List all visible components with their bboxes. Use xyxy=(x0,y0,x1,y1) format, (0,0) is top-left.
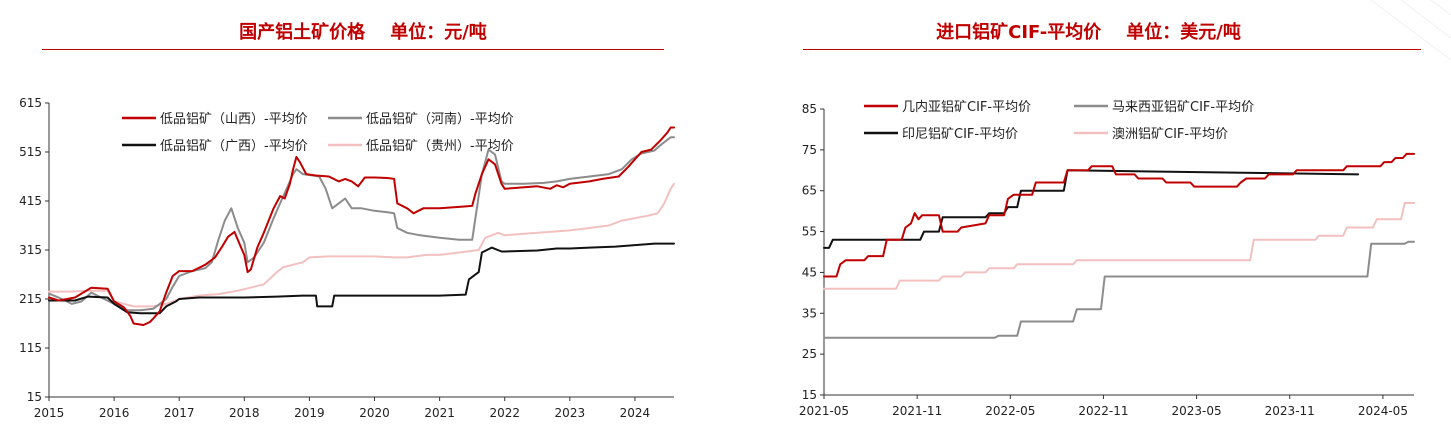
y-tick-label: 25 xyxy=(802,347,817,361)
y-tick-label: 85 xyxy=(802,102,817,116)
chart-panel-imported-bauxite: 进口铝矿CIF-平均价 单位：美元/吨 85 75 65 55 45 35 25 15 2021… xyxy=(726,0,1451,446)
legend-label: 低品铝矿（河南）-平均价 xyxy=(366,111,514,127)
decorative-corner-lines xyxy=(1370,0,1451,61)
legend-label: 澳洲铝矿CIF-平均价 xyxy=(1112,126,1228,142)
x-tick-label: 2022 xyxy=(489,406,520,420)
x-tick-label: 2022-05 xyxy=(985,404,1035,418)
y-tick-label: 615 xyxy=(19,96,42,110)
legend-label: 马来西亚铝矿CIF-平均价 xyxy=(1112,100,1254,115)
y-tick-label: 15 xyxy=(27,390,42,404)
legend-label: 低品铝矿（广西）-平均价 xyxy=(160,139,308,154)
legend-label: 印尼铝矿CIF-平均价 xyxy=(902,127,1018,142)
legend-label: 低品铝矿（山西）-平均价 xyxy=(160,112,308,127)
x-tick-label: 2017 xyxy=(164,406,195,420)
x-tick-label: 2021-05 xyxy=(799,404,849,418)
y-tick-label: 75 xyxy=(802,143,817,157)
y-tick-label: 55 xyxy=(802,225,817,239)
x-tick-label: 2016 xyxy=(99,406,130,420)
y-tick-label: 35 xyxy=(802,306,817,320)
x-tick-label: 2015 xyxy=(34,406,65,420)
x-tick-label: 2021-11 xyxy=(892,404,942,418)
x-tick-label: 2023-11 xyxy=(1265,404,1315,418)
x-tick-label: 2018 xyxy=(229,406,260,420)
chart-panel-domestic-bauxite: 国产铝土矿价格 单位：元/吨 615 515 415 315 215 115 15 2015 2… xyxy=(19,22,675,420)
series-line xyxy=(48,136,675,312)
y-tick-label: 515 xyxy=(19,145,42,159)
y-tick-label: 15 xyxy=(802,388,817,402)
series-line xyxy=(823,169,1360,249)
x-tick-label: 2023-05 xyxy=(1172,404,1222,418)
series-line xyxy=(48,182,675,308)
legend-label: 几内亚铝矿CIF-平均价 xyxy=(902,99,1031,115)
y-tick-label: 215 xyxy=(19,292,42,306)
x-tick-label: 2021 xyxy=(424,406,455,420)
chart-title: 进口铝矿CIF-平均价 单位：美元/吨 xyxy=(936,22,1241,43)
x-tick-label: 2023 xyxy=(555,406,586,420)
series-line xyxy=(48,242,675,315)
y-tick-label: 315 xyxy=(19,243,42,257)
y-tick-label: 65 xyxy=(802,184,817,198)
title-rule xyxy=(803,49,1421,50)
y-tick-label: 115 xyxy=(19,341,42,355)
chart-imported-bauxite-cif-price: 85 75 65 55 45 35 25 15 2021-05 2021-11 2022-05 202… xyxy=(799,99,1415,418)
chart-title: 国产铝土矿价格 单位：元/吨 xyxy=(239,22,487,43)
y-tick-label: 415 xyxy=(19,194,42,208)
x-tick-label: 2020 xyxy=(359,406,390,420)
x-tick-label: 2024-05 xyxy=(1358,404,1408,418)
series-line xyxy=(48,126,675,326)
x-tick-label: 2024 xyxy=(620,406,651,420)
series-line xyxy=(823,152,1415,278)
x-tick-label: 2022-11 xyxy=(1078,404,1128,418)
y-tick-label: 45 xyxy=(802,265,817,279)
title-rule xyxy=(42,49,664,50)
chart-domestic-bauxite-price: 615 515 415 315 215 115 15 2015 2016 2017 2018 2019… xyxy=(19,96,675,420)
x-tick-label: 2019 xyxy=(294,406,325,420)
series-line xyxy=(823,202,1415,290)
legend-label: 低品铝矿（贵州）-平均价 xyxy=(366,139,514,154)
series-line xyxy=(823,240,1415,339)
